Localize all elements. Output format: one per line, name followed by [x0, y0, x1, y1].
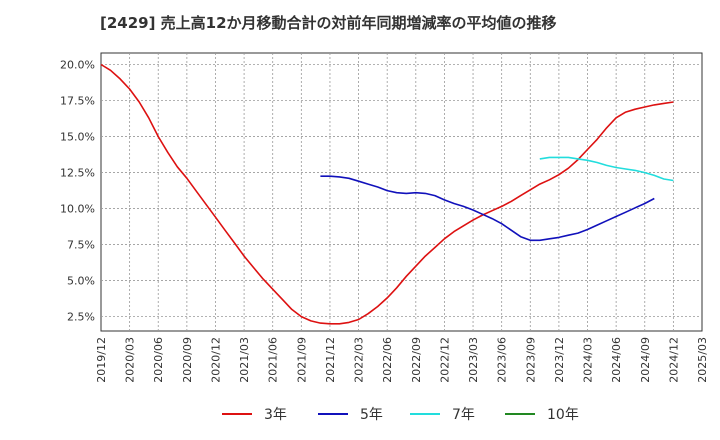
chart-title: [2429] 売上高12か月移動合計の対前年同期増減率の平均値の推移 [100, 14, 557, 32]
y-tick-label: 5.0% [67, 275, 95, 288]
legend-label-2: 7年 [452, 407, 475, 423]
x-tick-label: 2021/12 [324, 337, 337, 383]
x-tick-label: 2021/09 [295, 337, 308, 383]
x-tick-label: 2024/03 [582, 337, 595, 383]
y-tick-label: 15.0% [60, 131, 95, 144]
x-tick-label: 2023/09 [524, 337, 537, 383]
x-tick-label: 2023/12 [553, 337, 566, 383]
x-tick-label: 2021/06 [267, 337, 280, 383]
x-tick-label: 2019/12 [95, 337, 108, 383]
series-line-1 [320, 175, 655, 242]
y-tick-label: 17.5% [60, 95, 95, 108]
x-tick-label: 2020/12 [209, 337, 222, 383]
x-tick-label: 2024/12 [667, 337, 680, 383]
x-tick-label: 2020/06 [152, 337, 165, 383]
grid-layer [100, 52, 703, 332]
y-tick-label: 10.0% [60, 203, 95, 216]
plot-area [100, 52, 703, 332]
x-tick-label: 2022/09 [410, 337, 423, 383]
y-tick-label: 20.0% [60, 59, 95, 72]
y-tick-label: 12.5% [60, 167, 95, 180]
x-tick-label: 2022/12 [438, 337, 451, 383]
x-tick-label: 2020/03 [124, 337, 137, 383]
x-tick-label: 2024/06 [610, 337, 623, 383]
y-tick-label: 7.5% [67, 239, 95, 252]
legend-label-1: 5年 [360, 407, 383, 423]
x-tick-label: 2023/06 [496, 337, 509, 383]
legend: 3年 5年 7年 10年 [222, 407, 579, 423]
x-tick-label: 2022/03 [353, 337, 366, 383]
x-tick-label: 2025/03 [696, 337, 709, 383]
axis-layer: 2019/12 2020/03 2020/06 2020/09 2020/12 2021/… [60, 59, 709, 383]
x-tick-label: 2024/09 [639, 337, 652, 383]
x-tick-label: 2023/03 [467, 337, 480, 383]
y-tick-label: 2.5% [67, 311, 95, 324]
series-layer [100, 63, 674, 325]
series-line-2 [539, 156, 674, 182]
x-tick-label: 2020/09 [181, 337, 194, 383]
legend-label-3: 10年 [547, 407, 579, 423]
legend-label-0: 3年 [264, 407, 287, 423]
x-tick-label: 2021/03 [238, 337, 251, 383]
x-tick-label: 2022/06 [381, 337, 394, 383]
